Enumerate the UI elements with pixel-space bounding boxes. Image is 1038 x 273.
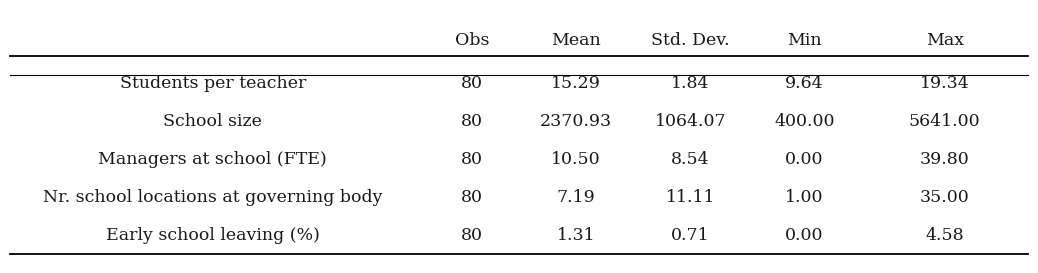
Text: 1.31: 1.31 [556, 227, 596, 244]
Text: School size: School size [163, 112, 263, 130]
Text: 35.00: 35.00 [920, 189, 969, 206]
Text: Std. Dev.: Std. Dev. [651, 32, 730, 49]
Text: 0.71: 0.71 [671, 227, 710, 244]
Text: 15.29: 15.29 [551, 75, 601, 91]
Text: 80: 80 [461, 189, 484, 206]
Text: 11.11: 11.11 [665, 189, 715, 206]
Text: 2370.93: 2370.93 [540, 112, 612, 130]
Text: 80: 80 [461, 75, 484, 91]
Text: 1.84: 1.84 [671, 75, 710, 91]
Text: 8.54: 8.54 [671, 150, 710, 168]
Text: 1.00: 1.00 [785, 189, 824, 206]
Text: 4.58: 4.58 [925, 227, 964, 244]
Text: 80: 80 [461, 227, 484, 244]
Text: 0.00: 0.00 [785, 150, 824, 168]
Text: 400.00: 400.00 [774, 112, 835, 130]
Text: 5641.00: 5641.00 [908, 112, 981, 130]
Text: 39.80: 39.80 [920, 150, 969, 168]
Text: 9.64: 9.64 [785, 75, 824, 91]
Text: 7.19: 7.19 [556, 189, 596, 206]
Text: Obs: Obs [455, 32, 490, 49]
Text: 19.34: 19.34 [920, 75, 969, 91]
Text: Min: Min [787, 32, 822, 49]
Text: Early school leaving (%): Early school leaving (%) [106, 227, 320, 244]
Text: Nr. school locations at governing body: Nr. school locations at governing body [43, 189, 383, 206]
Text: Max: Max [926, 32, 963, 49]
Text: Managers at school (FTE): Managers at school (FTE) [99, 150, 327, 168]
Text: Students per teacher: Students per teacher [119, 75, 306, 91]
Text: 1064.07: 1064.07 [654, 112, 727, 130]
Text: Mean: Mean [551, 32, 601, 49]
Text: 10.50: 10.50 [551, 150, 601, 168]
Text: 80: 80 [461, 150, 484, 168]
Text: 80: 80 [461, 112, 484, 130]
Text: 0.00: 0.00 [785, 227, 824, 244]
